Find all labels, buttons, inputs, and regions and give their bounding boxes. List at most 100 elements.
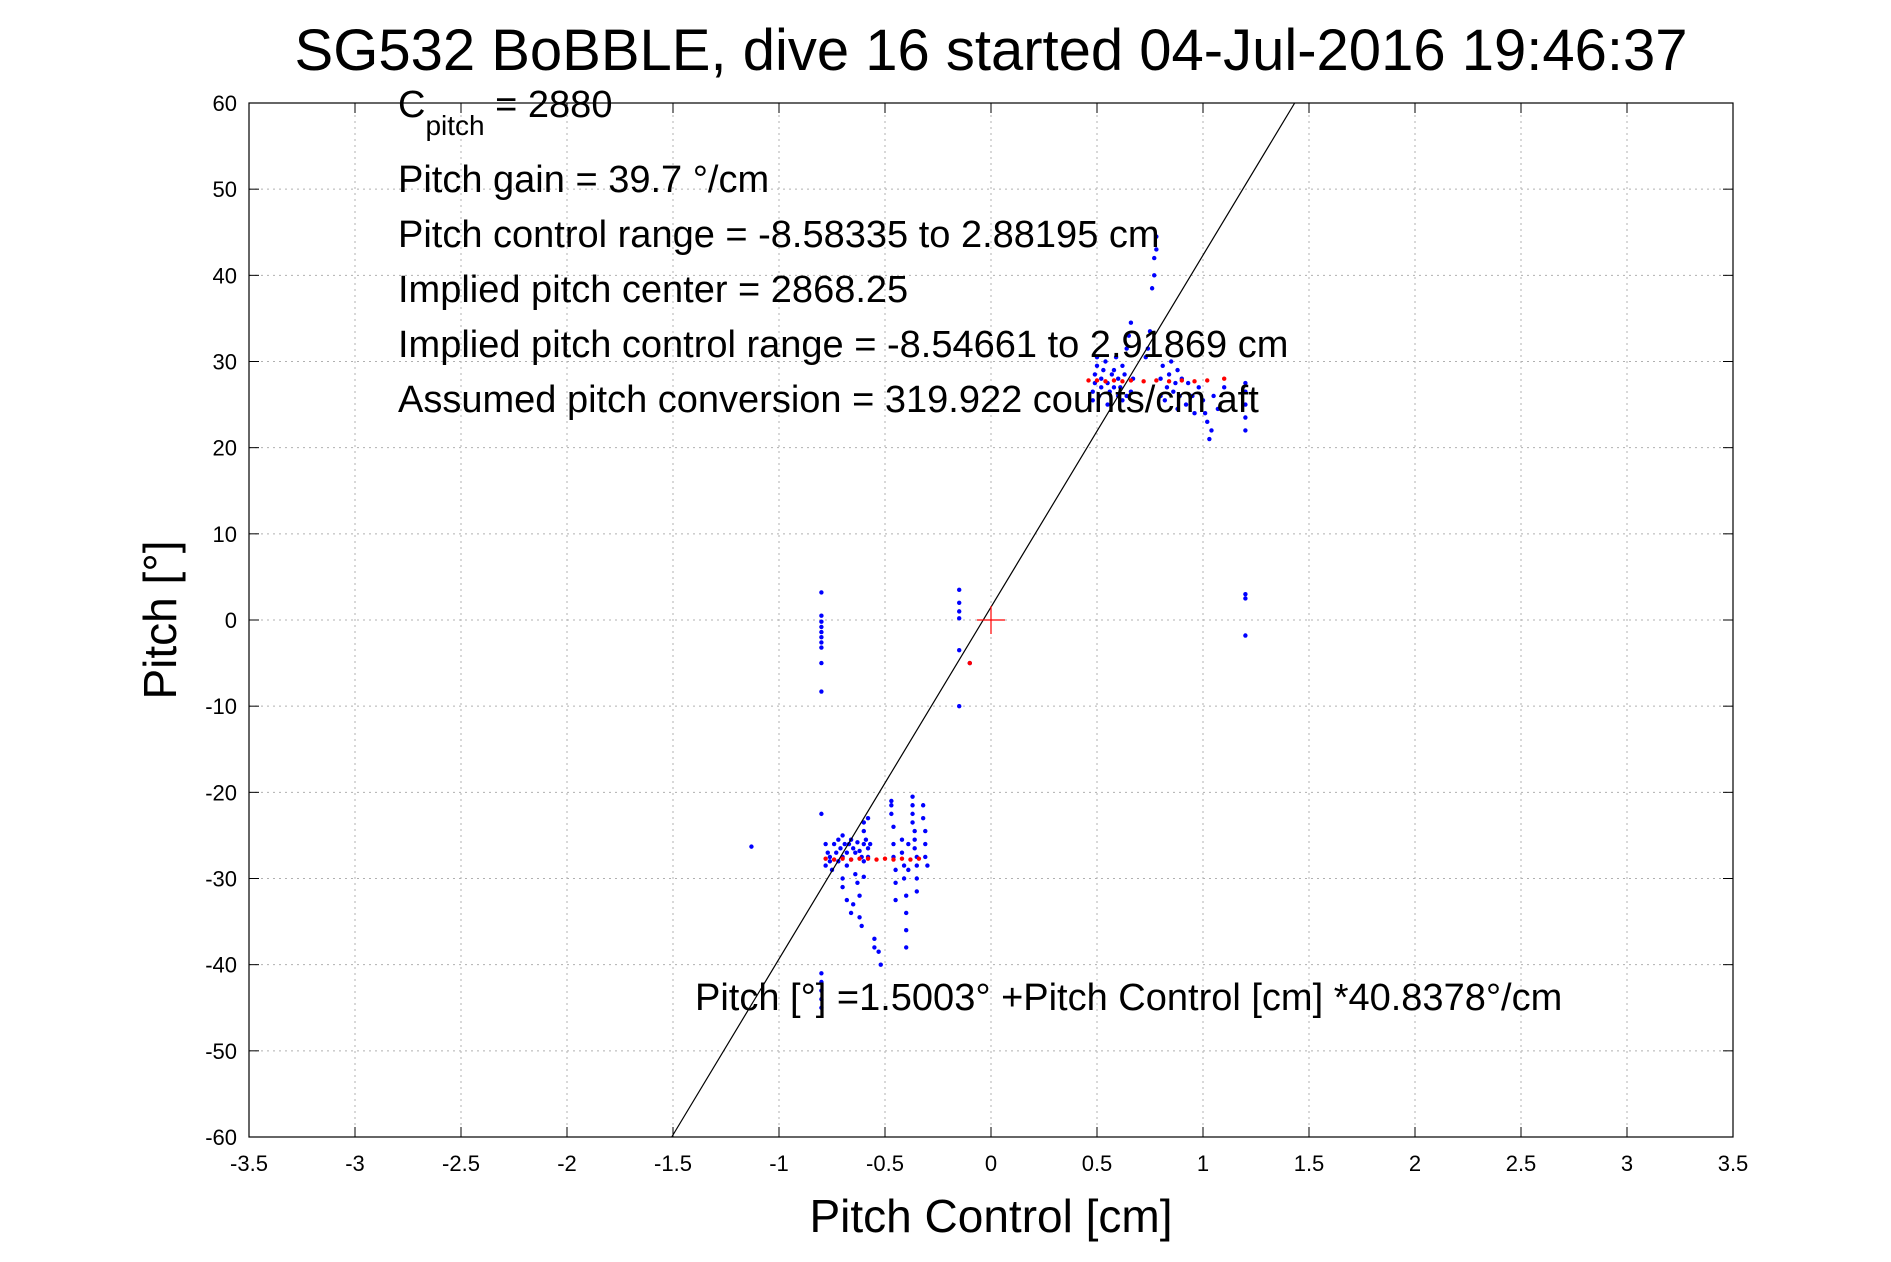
y-tick-label: 30 [213, 350, 237, 375]
fitted-point [916, 856, 922, 861]
observed-point [891, 824, 896, 829]
observed-point [910, 811, 915, 817]
y-tick-labels: -60 -50 -40 -30 -20 -10 0 10 20 30 40 50 60 [205, 91, 237, 1150]
observed-point [923, 854, 928, 860]
fitted-point [1103, 379, 1108, 384]
observed-point [836, 837, 841, 842]
observed-point [1152, 273, 1157, 278]
annotation-c-pitch-subscript: pitch [425, 110, 484, 141]
observed-point [819, 640, 824, 645]
observed-point [819, 660, 824, 666]
observed-point [827, 859, 833, 864]
observed-point [853, 871, 858, 877]
fitted-point [840, 856, 845, 861]
observed-point [1124, 346, 1129, 351]
observed-point [1113, 354, 1119, 360]
y-tick-label: 40 [213, 263, 237, 288]
observed-point [1202, 411, 1208, 416]
y-tick-label: 10 [213, 522, 237, 547]
observed-point [867, 841, 873, 847]
x-tick-label: -1 [769, 1151, 789, 1176]
observed-point [1190, 393, 1195, 399]
y-tick-label: 0 [225, 608, 237, 633]
observed-point [899, 850, 905, 855]
x-tick-label: 0 [985, 1151, 997, 1176]
fitted-point [1094, 378, 1100, 383]
observed-point [861, 874, 866, 879]
y-tick-label: -30 [205, 867, 237, 892]
observed-point [819, 689, 824, 694]
observed-point [1243, 402, 1248, 407]
x-tick-label: 3 [1621, 1151, 1633, 1176]
fitted-point [1192, 379, 1197, 384]
observed-point [749, 844, 754, 849]
x-tick-label: 1 [1197, 1151, 1209, 1176]
observed-point [861, 841, 866, 847]
observed-point [904, 945, 909, 950]
observed-point [831, 841, 837, 847]
annotation-control-range: Pitch control range = -8.58335 to 2.8819… [398, 214, 1160, 256]
x-tick-label: 1.5 [1294, 1151, 1325, 1176]
observed-point [1099, 385, 1104, 390]
observed-point [1183, 402, 1189, 407]
observed-point [853, 850, 858, 855]
fitted-point [1128, 378, 1134, 383]
observed-point [914, 889, 919, 894]
x-tick-label: -3 [345, 1151, 365, 1176]
observed-point [957, 616, 962, 621]
observed-point [923, 828, 928, 834]
observed-point [1185, 380, 1191, 386]
observed-point [844, 850, 850, 855]
annotation-c-pitch: Cpitch = 2880 [398, 84, 612, 141]
observed-point [840, 876, 845, 881]
observed-point [872, 936, 877, 942]
observed-point [957, 587, 962, 593]
observed-point [1128, 320, 1134, 325]
observed-point [1171, 389, 1176, 394]
fitted-point [1086, 378, 1091, 383]
observed-point [1099, 376, 1104, 381]
observed-point [904, 928, 909, 933]
observed-point [1243, 596, 1248, 601]
annotation-c-pitch-value: = 2880 [485, 84, 613, 126]
observed-point [819, 811, 824, 817]
observed-point [1154, 247, 1159, 252]
fitted-point [1205, 378, 1210, 383]
observed-point [1120, 398, 1125, 403]
observed-point [906, 867, 911, 873]
y-tick-label: 50 [213, 177, 237, 202]
observed-point [863, 837, 869, 842]
observed-point [823, 863, 828, 868]
observed-point [848, 910, 854, 916]
x-tick-label: -0.5 [866, 1151, 904, 1176]
observed-point [1207, 436, 1212, 442]
observed-point [914, 863, 919, 868]
observed-point [1243, 591, 1248, 597]
observed-point [819, 988, 824, 993]
annotation-conversion: Assumed pitch conversion = 319.922 count… [398, 379, 1259, 421]
observed-point [838, 846, 843, 851]
observed-point [912, 828, 917, 834]
observed-point [865, 815, 871, 821]
observed-point [851, 846, 856, 851]
observed-point [819, 590, 824, 595]
observed-point [899, 837, 905, 842]
observed-point [819, 629, 824, 635]
fitted-point [908, 857, 913, 862]
observed-point [1111, 385, 1117, 390]
x-tick-label: 3.5 [1718, 1151, 1749, 1176]
observed-point [912, 846, 917, 851]
observed-point [1196, 385, 1201, 390]
observed-point [893, 867, 898, 873]
observed-point [855, 840, 860, 845]
observed-point [819, 1005, 824, 1010]
observed-point [819, 971, 824, 976]
observed-point [872, 945, 877, 950]
fitted-point [1222, 376, 1227, 381]
observed-point [1094, 363, 1100, 369]
x-tick-label: -3.5 [230, 1151, 268, 1176]
observed-point [876, 949, 881, 954]
observed-point [1243, 428, 1248, 433]
observed-point [1166, 372, 1172, 377]
